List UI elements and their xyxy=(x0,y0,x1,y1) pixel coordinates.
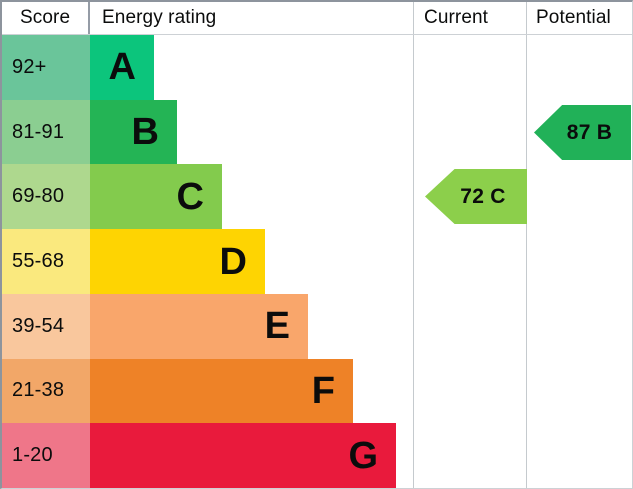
band-row-c: 69-80 C xyxy=(2,164,632,230)
band-c-bar: C xyxy=(90,164,222,230)
band-f-bar: F xyxy=(90,358,353,424)
current-column-divider xyxy=(413,2,414,488)
band-d-score: 55-68 xyxy=(2,229,90,294)
chart-header-row: Score Energy rating Current Potential xyxy=(2,2,632,35)
band-e-score: 39-54 xyxy=(2,293,90,359)
band-b-score: 81-91 xyxy=(2,99,90,165)
band-c-score: 69-80 xyxy=(2,164,90,230)
header-energy-rating: Energy rating xyxy=(102,7,217,28)
band-f-score: 21-38 xyxy=(2,358,90,424)
band-row-b: 81-91 B xyxy=(2,99,632,165)
header-current: Current xyxy=(424,7,489,28)
band-g-bar: G xyxy=(90,423,396,488)
band-row-a: 92+ A xyxy=(2,35,632,100)
band-b-bar: B xyxy=(90,99,177,165)
header-score: Score xyxy=(2,2,90,34)
band-d-bar: D xyxy=(90,229,265,294)
header-potential: Potential xyxy=(536,7,611,28)
band-g-score: 1-20 xyxy=(2,423,90,488)
rating-bands: 92+ A 81-91 B 69-80 C 55-68 D 39-54 E 21… xyxy=(2,35,632,488)
band-a-score: 92+ xyxy=(2,35,90,100)
band-row-d: 55-68 D xyxy=(2,229,632,294)
band-row-f: 21-38 F xyxy=(2,358,632,424)
band-a-bar: A xyxy=(90,35,154,100)
potential-column-divider xyxy=(526,2,527,488)
band-row-g: 1-20 G xyxy=(2,423,632,488)
band-row-e: 39-54 E xyxy=(2,293,632,359)
band-e-bar: E xyxy=(90,293,308,359)
